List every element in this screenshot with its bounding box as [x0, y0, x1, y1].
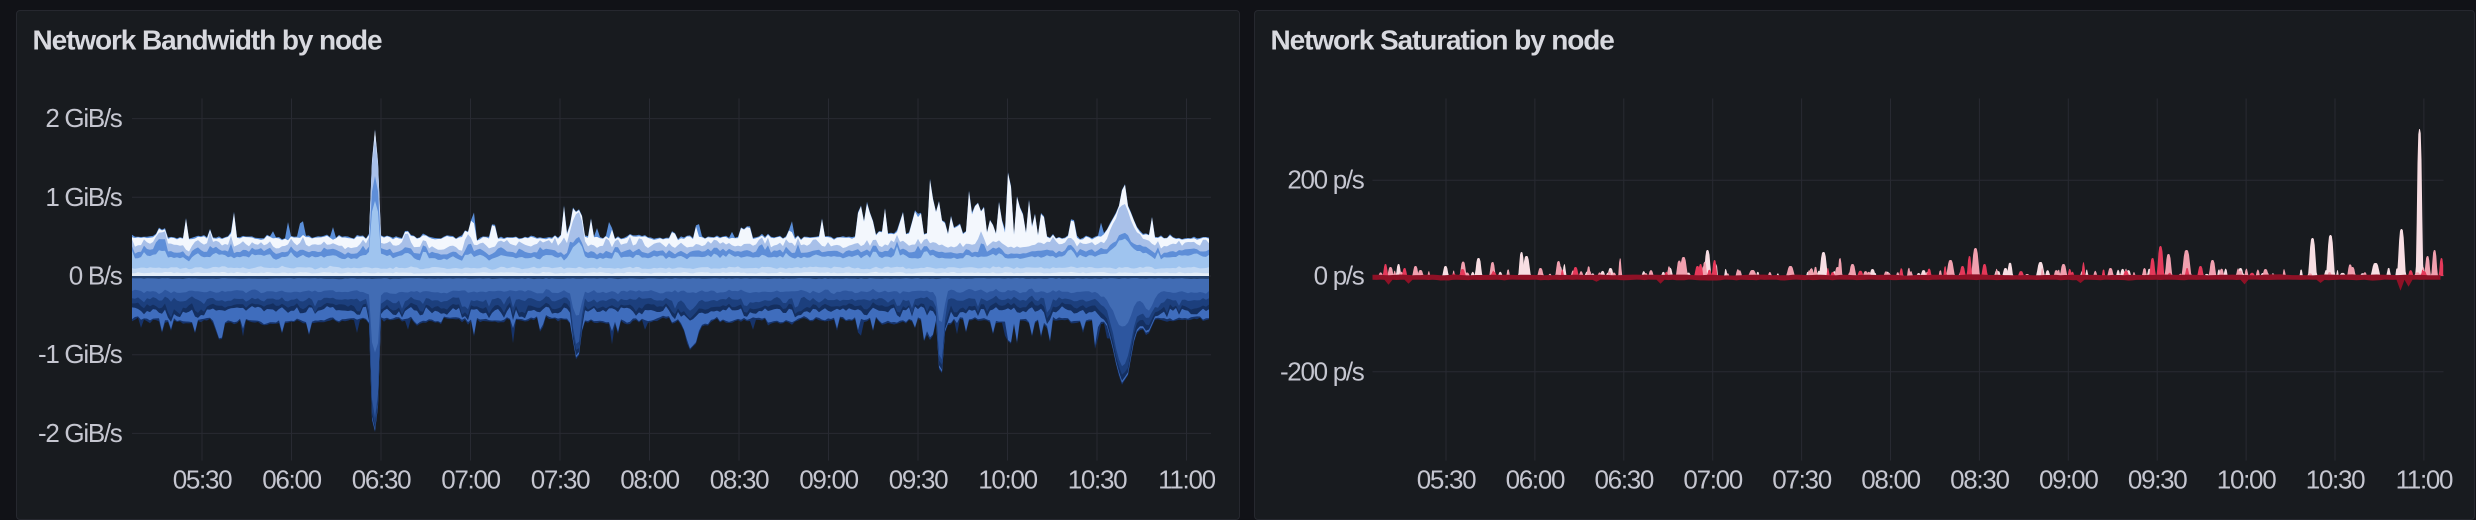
svg-text:-1 GiB/s: -1 GiB/s — [38, 339, 123, 369]
svg-text:-200 p/s: -200 p/s — [1280, 356, 1365, 386]
svg-text:10:00: 10:00 — [978, 465, 1037, 495]
svg-text:-2 GiB/s: -2 GiB/s — [38, 418, 123, 448]
svg-text:06:00: 06:00 — [262, 465, 321, 495]
svg-text:07:00: 07:00 — [1683, 465, 1742, 495]
svg-text:200 p/s: 200 p/s — [1287, 165, 1364, 195]
svg-text:08:30: 08:30 — [1950, 465, 2009, 495]
svg-text:06:30: 06:30 — [352, 465, 411, 495]
svg-text:11:00: 11:00 — [2396, 465, 2453, 495]
svg-text:07:00: 07:00 — [441, 465, 500, 495]
svg-text:08:00: 08:00 — [1861, 465, 1920, 495]
svg-text:08:00: 08:00 — [620, 465, 679, 495]
svg-text:2 GiB/s: 2 GiB/s — [45, 103, 122, 133]
svg-text:08:30: 08:30 — [710, 465, 769, 495]
svg-text:11:00: 11:00 — [1158, 465, 1215, 495]
svg-text:0 B/s: 0 B/s — [69, 261, 123, 291]
svg-text:1 GiB/s: 1 GiB/s — [45, 182, 122, 212]
svg-text:09:00: 09:00 — [2039, 465, 2098, 495]
svg-text:09:00: 09:00 — [799, 465, 858, 495]
svg-text:09:30: 09:30 — [2128, 465, 2187, 495]
svg-text:10:30: 10:30 — [1068, 465, 1127, 495]
svg-text:05:30: 05:30 — [173, 465, 232, 495]
svg-text:10:30: 10:30 — [2306, 465, 2365, 495]
svg-text:Network Saturation by node: Network Saturation by node — [1271, 25, 1615, 56]
svg-text:0 p/s: 0 p/s — [1314, 261, 1365, 291]
svg-text:07:30: 07:30 — [1772, 465, 1831, 495]
svg-text:Network Bandwidth by node: Network Bandwidth by node — [33, 25, 382, 56]
svg-text:06:00: 06:00 — [1506, 465, 1565, 495]
svg-text:05:30: 05:30 — [1417, 465, 1476, 495]
svg-text:09:30: 09:30 — [889, 465, 948, 495]
svg-text:07:30: 07:30 — [531, 465, 590, 495]
svg-text:10:00: 10:00 — [2217, 465, 2276, 495]
svg-text:06:30: 06:30 — [1595, 465, 1654, 495]
